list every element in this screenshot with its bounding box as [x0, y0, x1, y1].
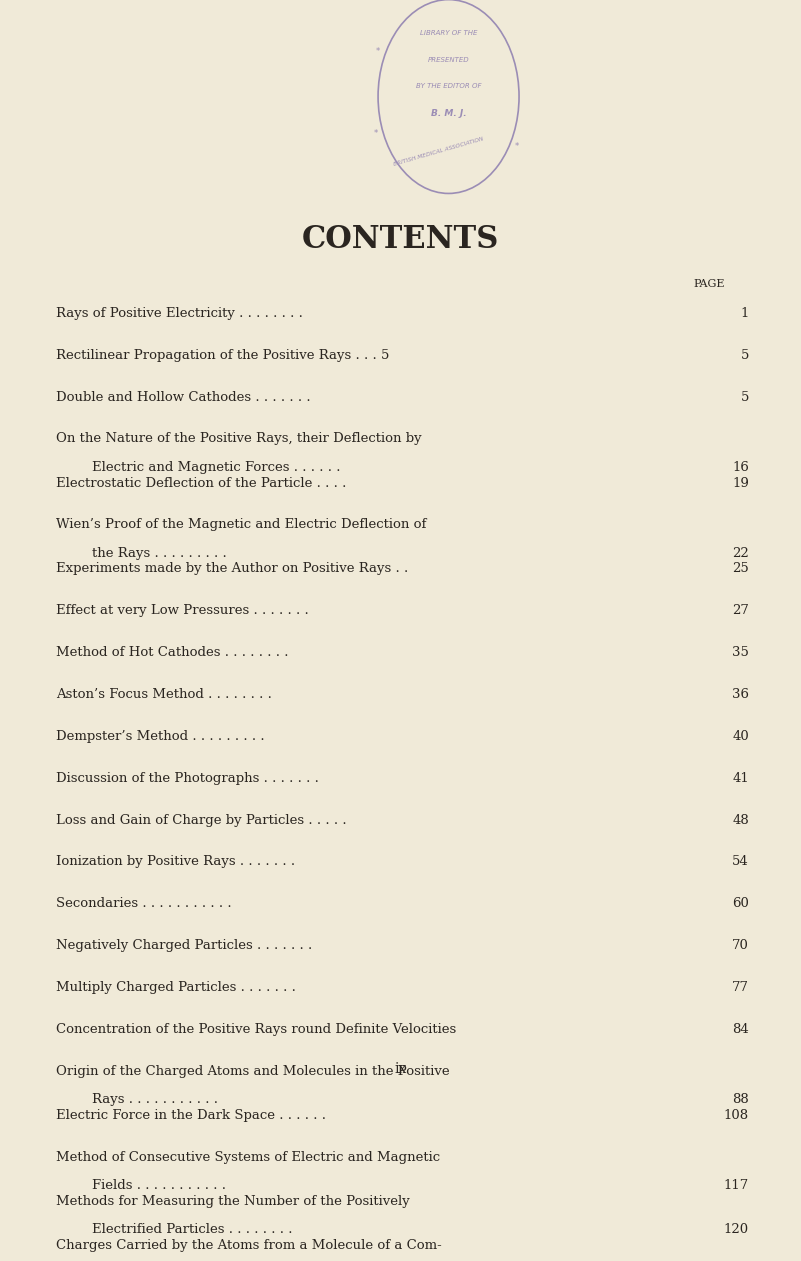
Text: Multiply Charged Particles . . . . . . .: Multiply Charged Particles . . . . . . .	[56, 981, 296, 994]
Text: 54: 54	[732, 855, 749, 869]
Text: 16: 16	[732, 462, 749, 474]
Text: Origin of the Charged Atoms and Molecules in the Positive: Origin of the Charged Atoms and Molecule…	[56, 1064, 449, 1078]
Text: 41: 41	[732, 772, 749, 784]
Text: *: *	[373, 129, 378, 137]
Text: Methods for Measuring the Number of the Positively: Methods for Measuring the Number of the …	[56, 1194, 410, 1208]
Text: 48: 48	[732, 813, 749, 826]
Text: Secondaries . . . . . . . . . . .: Secondaries . . . . . . . . . . .	[56, 898, 231, 910]
Text: CONTENTS: CONTENTS	[302, 224, 499, 255]
Text: Electrified Particles . . . . . . . .: Electrified Particles . . . . . . . .	[92, 1223, 292, 1236]
Text: 108: 108	[724, 1108, 749, 1122]
Text: Rectilinear Propagation of the Positive Rays . . . 5: Rectilinear Propagation of the Positive …	[56, 349, 389, 362]
Text: 1: 1	[741, 306, 749, 320]
Text: 36: 36	[732, 689, 749, 701]
Text: Double and Hollow Cathodes . . . . . . .: Double and Hollow Cathodes . . . . . . .	[56, 391, 311, 404]
Text: Dempster’s Method . . . . . . . . .: Dempster’s Method . . . . . . . . .	[56, 730, 264, 743]
Text: BRITISH MEDICAL ASSOCIATION: BRITISH MEDICAL ASSOCIATION	[393, 136, 485, 166]
Text: 19: 19	[732, 477, 749, 489]
Text: Method of Consecutive Systems of Electric and Magnetic: Method of Consecutive Systems of Electri…	[56, 1150, 441, 1164]
Text: B. M. J.: B. M. J.	[431, 108, 466, 117]
Text: 77: 77	[732, 981, 749, 994]
Text: Rays . . . . . . . . . . .: Rays . . . . . . . . . . .	[92, 1093, 218, 1106]
Text: 5: 5	[741, 391, 749, 404]
Text: Negatively Charged Particles . . . . . . .: Negatively Charged Particles . . . . . .…	[56, 939, 312, 952]
Text: Experiments made by the Author on Positive Rays . .: Experiments made by the Author on Positi…	[56, 562, 409, 575]
Text: 25: 25	[732, 562, 749, 575]
Text: Aston’s Focus Method . . . . . . . .: Aston’s Focus Method . . . . . . . .	[56, 689, 272, 701]
Text: *: *	[376, 47, 380, 55]
Text: BY THE EDITOR OF: BY THE EDITOR OF	[416, 82, 481, 88]
Text: PAGE: PAGE	[693, 279, 725, 289]
Text: Loss and Gain of Charge by Particles . . . . .: Loss and Gain of Charge by Particles . .…	[56, 813, 347, 826]
Text: Method of Hot Cathodes . . . . . . . .: Method of Hot Cathodes . . . . . . . .	[56, 646, 288, 660]
Text: 70: 70	[732, 939, 749, 952]
Text: 117: 117	[723, 1179, 749, 1192]
Text: Electrostatic Deflection of the Particle . . . .: Electrostatic Deflection of the Particle…	[56, 477, 347, 489]
Text: Concentration of the Positive Rays round Definite Velocities: Concentration of the Positive Rays round…	[56, 1023, 457, 1035]
Text: Electric and Magnetic Forces . . . . . .: Electric and Magnetic Forces . . . . . .	[92, 462, 340, 474]
Text: 35: 35	[732, 646, 749, 660]
Text: 84: 84	[732, 1023, 749, 1035]
Text: *: *	[515, 142, 519, 151]
Text: Fields . . . . . . . . . . .: Fields . . . . . . . . . . .	[92, 1179, 226, 1192]
Text: the Rays . . . . . . . . .: the Rays . . . . . . . . .	[92, 547, 227, 560]
Text: Wien’s Proof of the Magnetic and Electric Deflection of: Wien’s Proof of the Magnetic and Electri…	[56, 518, 426, 531]
Text: 88: 88	[732, 1093, 749, 1106]
Text: 22: 22	[732, 547, 749, 560]
Text: Rays of Positive Electricity . . . . . . . .: Rays of Positive Electricity . . . . . .…	[56, 306, 303, 320]
Text: Electric Force in the Dark Space . . . . . .: Electric Force in the Dark Space . . . .…	[56, 1108, 326, 1122]
Text: Effect at very Low Pressures . . . . . . .: Effect at very Low Pressures . . . . . .…	[56, 604, 309, 618]
Text: 27: 27	[732, 604, 749, 618]
Text: 60: 60	[732, 898, 749, 910]
Text: Charges Carried by the Atoms from a Molecule of a Com-: Charges Carried by the Atoms from a Mole…	[56, 1238, 442, 1252]
Text: Discussion of the Photographs . . . . . . .: Discussion of the Photographs . . . . . …	[56, 772, 319, 784]
Text: Ionization by Positive Rays . . . . . . .: Ionization by Positive Rays . . . . . . …	[56, 855, 296, 869]
Text: 120: 120	[724, 1223, 749, 1236]
Text: 40: 40	[732, 730, 749, 743]
Text: 5: 5	[741, 349, 749, 362]
Text: On the Nature of the Positive Rays, their Deflection by: On the Nature of the Positive Rays, thei…	[56, 433, 421, 445]
Text: ix: ix	[394, 1062, 407, 1076]
Text: LIBRARY OF THE: LIBRARY OF THE	[420, 30, 477, 35]
Text: PRESENTED: PRESENTED	[428, 57, 469, 63]
